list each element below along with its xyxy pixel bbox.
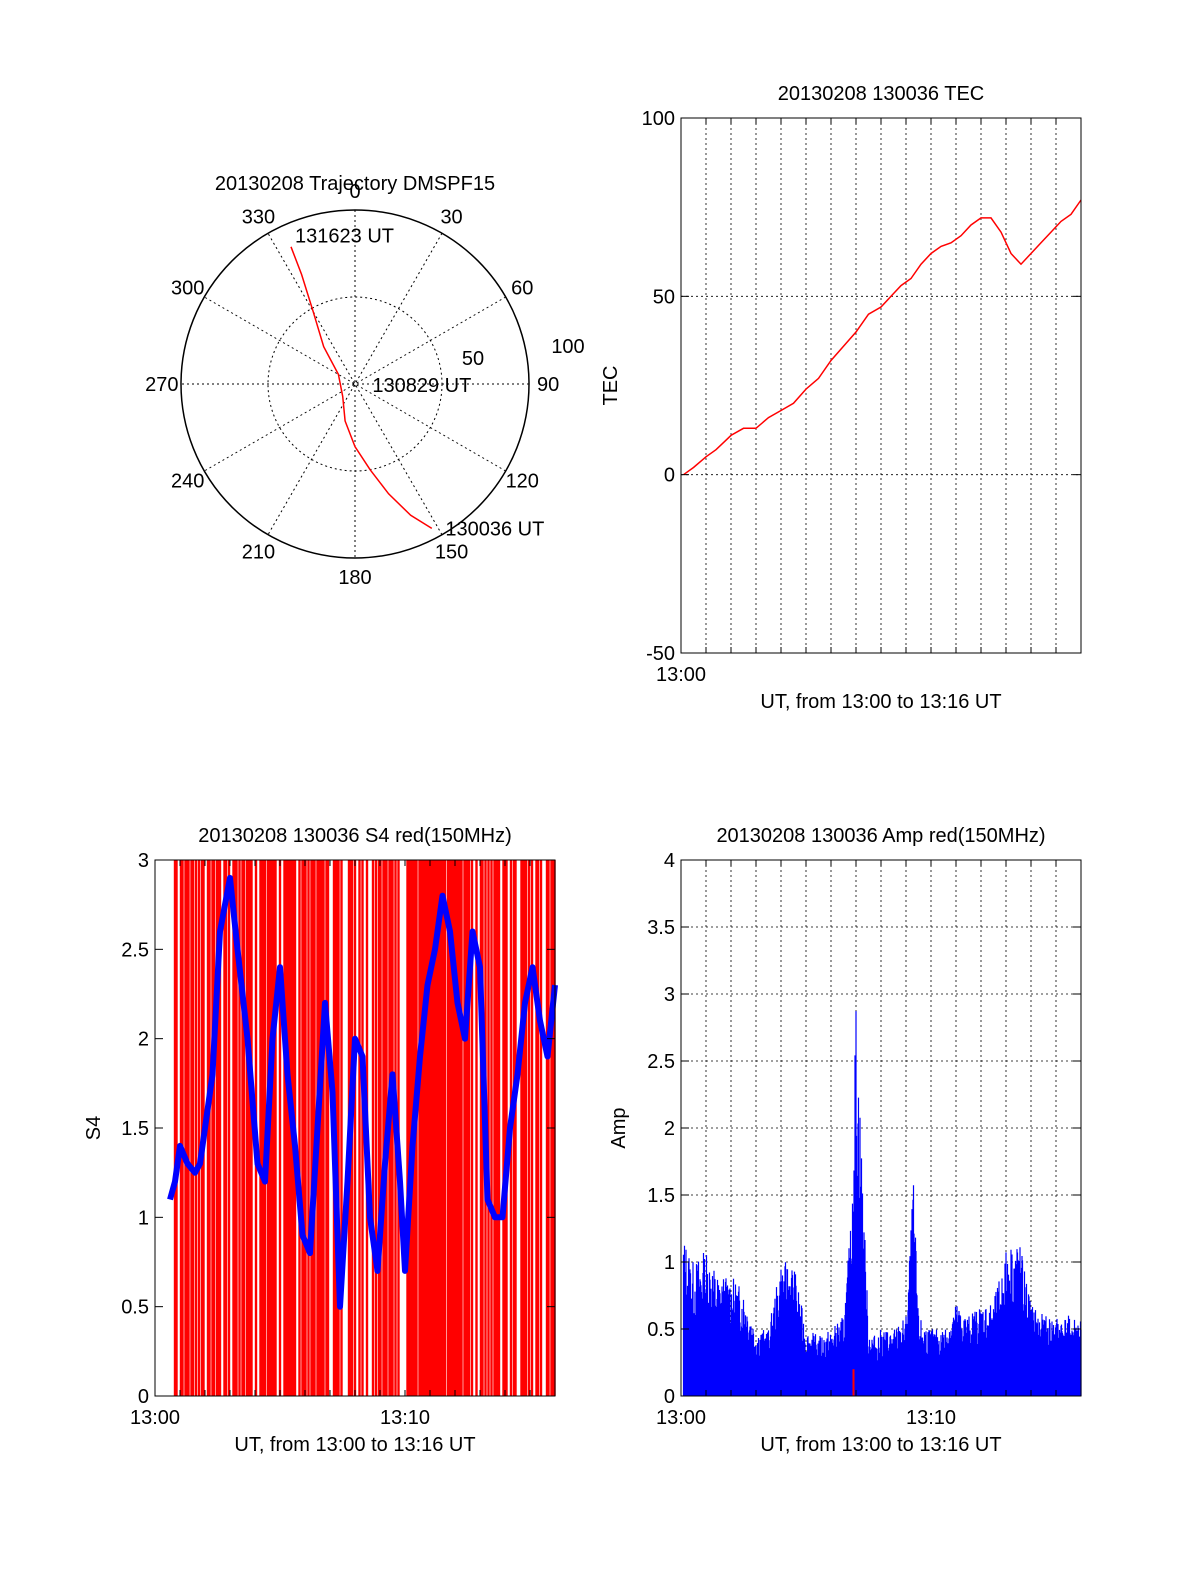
grid-lines (681, 118, 1081, 653)
polar-azimuth-label-120: 120 (506, 471, 539, 493)
x-axis-label: UT, from 13:00 to 13:16 UT (234, 1434, 475, 1456)
x-axis-label: UT, from 13:00 to 13:16 UT (760, 691, 1001, 713)
series-group (682, 1011, 1082, 1396)
x-tick-label: 13:10 (906, 1407, 956, 1429)
y-tick-label: 2.5 (121, 939, 149, 961)
tick-marks (154, 859, 556, 1397)
y-tick-label: 1.5 (121, 1118, 149, 1140)
polar-radial-label-100: 100 (551, 336, 584, 358)
polar-azimuth-label-150: 150 (435, 541, 468, 563)
y-tick-label: 0 (664, 465, 675, 487)
x-tick-label: 13:00 (656, 664, 706, 686)
y-tick-label: 0.5 (647, 1319, 675, 1341)
y-tick-label: 2.5 (647, 1051, 675, 1073)
polar-azimuth-label-30: 30 (440, 207, 462, 229)
chart-title: 20130208 130036 Amp red(150MHz) (716, 825, 1045, 847)
y-tick-label: 0 (664, 1386, 675, 1408)
polar-azimuth-label-300: 300 (171, 277, 204, 299)
y-tick-label: 1.5 (647, 1185, 675, 1207)
x-tick-label: 13:00 (130, 1407, 180, 1429)
y-tick-label: 3.5 (647, 917, 675, 939)
tick-marks (680, 859, 1082, 1397)
s4-chart: 20130208 130036 S4 red(150MHz) 3 2.5 2 1.5 1 0… (83, 825, 558, 1456)
polar-azimuth-label-270: 270 (145, 374, 178, 396)
blue-s4-trace (167, 874, 558, 1310)
x-axis-label: UT, from 13:00 to 13:16 UT (760, 1434, 1001, 1456)
polar-azimuth-labels: 0 30 60 90 120 150 180 210 240 270 300 330 (145, 181, 559, 589)
y-tick-label: 1 (138, 1207, 149, 1229)
y-tick-label: 100 (642, 108, 675, 130)
y-tick-label: 3 (138, 850, 149, 872)
polar-azimuth-label-330: 330 (242, 207, 275, 229)
polar-azimuth-label-0: 0 (349, 181, 360, 203)
x-tick-label: 13:10 (380, 1407, 430, 1429)
y-tick-label: 0 (138, 1386, 149, 1408)
chart-title: 20130208 130036 TEC (778, 83, 984, 105)
polar-title: 20130208 Trajectory DMSPF15 (215, 173, 495, 195)
amp-chart: 20130208 130036 Amp red(150MHz) 4 3.5 3 2.5 2… (608, 825, 1082, 1456)
y-tick-label: 50 (653, 286, 675, 308)
polar-trajectory-track (290, 246, 433, 530)
y-tick-label: 2 (138, 1029, 149, 1051)
y-axis-label: Amp (608, 1107, 630, 1148)
x-tick-label: 13:00 (656, 1407, 706, 1429)
tick-marks (680, 117, 1082, 654)
y-tick-label: 1 (664, 1252, 675, 1274)
chart-title: 20130208 130036 S4 red(150MHz) (198, 825, 512, 847)
series-line-0 (683, 199, 1082, 476)
y-axis-label: TEC (600, 366, 622, 406)
polar-spoke-150 (267, 233, 443, 535)
series-group (167, 860, 558, 1396)
y-tick-label: 4 (664, 850, 675, 872)
polar-azimuth-label-90: 90 (537, 374, 559, 396)
y-axis-label: S4 (83, 1116, 105, 1140)
polar-annotations: 131623 UT 130829 UT 130036 UT (295, 226, 544, 541)
polar-annotation-1: 130829 UT (372, 375, 471, 397)
polar-spoke-30 (267, 233, 443, 535)
y-tick-label: 0.5 (121, 1297, 149, 1319)
polar-trajectory-chart: 20130208 Trajectory DMSPF15 0 30 60 90 120 15… (145, 173, 585, 589)
polar-annotation-0: 131623 UT (295, 226, 394, 248)
y-tick-label: -50 (646, 643, 675, 665)
polar-radial-label-50: 50 (462, 348, 484, 370)
polar-azimuth-label-210: 210 (242, 541, 275, 563)
polar-azimuth-label-60: 60 (511, 277, 533, 299)
polar-annotation-2: 130036 UT (445, 519, 544, 541)
series-group (683, 199, 1082, 476)
polar-azimuth-label-240: 240 (171, 471, 204, 493)
y-tick-label: 2 (664, 1118, 675, 1140)
y-tick-label: 3 (664, 984, 675, 1006)
amp-bar-group (682, 1011, 1082, 1396)
polar-azimuth-label-180: 180 (338, 567, 371, 589)
polar-spokes (181, 210, 529, 558)
